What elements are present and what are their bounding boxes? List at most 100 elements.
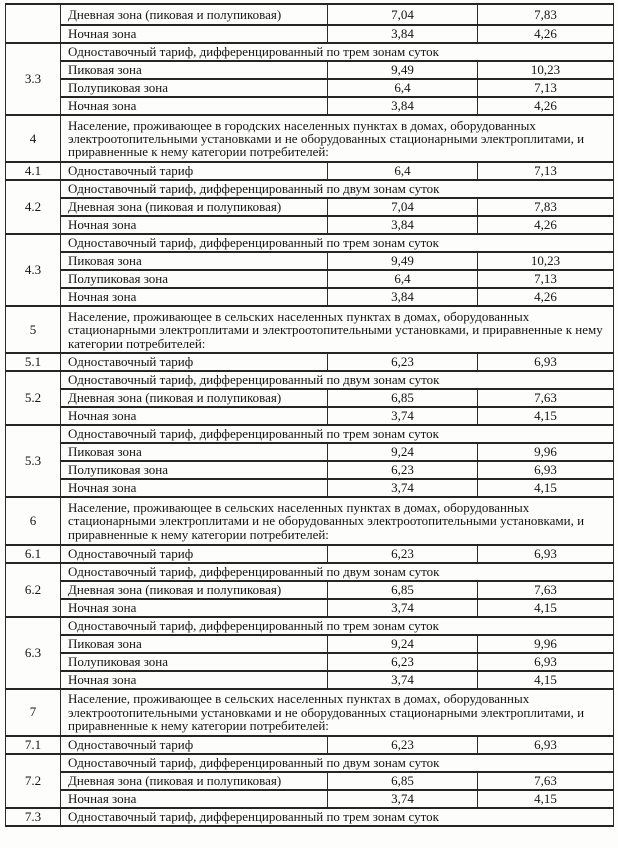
row-number-cell: 7 xyxy=(5,687,61,737)
table-row: 5.2 Одноставочный тариф, дифференцирован… xyxy=(5,370,614,427)
table-row: Полупиковая зона 6,23 6,93 xyxy=(6,651,614,672)
zone-label-cell: Пиковая зона xyxy=(60,60,328,80)
table-row: 4 Население, проживающее в городских нас… xyxy=(5,113,614,164)
row-number-cell: 4.3 xyxy=(5,233,61,308)
table-row: 7.3 Одноставочный тариф, дифференцирован… xyxy=(5,806,614,827)
tariff-value-cell: 6,85 xyxy=(327,770,478,791)
tariff-value-cell: 6,23 xyxy=(327,543,478,564)
table-row: 5.3 Одноставочный тариф, дифференцирован… xyxy=(5,424,614,499)
row-number-cell: 7.1 xyxy=(5,734,61,755)
tariff-value-cell: 3,84 xyxy=(327,287,478,308)
tariff-value-cell: 6,93 xyxy=(477,734,614,755)
tariff-value-cell: 4,26 xyxy=(477,96,614,116)
table-row: 7.2 Одноставочный тариф, дифференцирован… xyxy=(5,752,614,809)
zone-label-cell: Полупиковая зона xyxy=(60,460,328,481)
tariff-value-cell: 6,23 xyxy=(327,734,478,755)
row-number-cell: 6.1 xyxy=(5,543,61,564)
tariff-type-cell: Одноставочный тариф, дифференцированный … xyxy=(60,806,614,827)
zone-label-cell: Одноставочный тариф xyxy=(60,352,328,373)
row-number-cell: 7.2 xyxy=(5,752,61,809)
table-row: 5.1 Одноставочный тариф 6,23 6,93 xyxy=(5,352,614,373)
category-header-cell: Население, проживающее в сельских населе… xyxy=(60,496,614,546)
table-row: Ночная зона 3,84 4,26 xyxy=(6,215,614,236)
row-number-cell: 5 xyxy=(5,305,61,355)
row-number-cell: 3.3 xyxy=(5,42,61,116)
tariff-value-cell: 9,96 xyxy=(477,633,614,654)
zone-label-cell: Одноставочный тариф xyxy=(60,734,328,755)
zone-label-cell: Ночная зона xyxy=(60,406,328,427)
table-row: Полупиковая зона 6,23 6,93 xyxy=(6,460,614,481)
tariff-value-cell: 3,84 xyxy=(327,24,478,44)
tariff-value-cell: 4,15 xyxy=(477,597,614,618)
tariff-value-cell: 7,04 xyxy=(327,197,478,218)
table-row: Ночная зона 3,74 4,15 xyxy=(6,478,614,499)
row-number-cell: 5.1 xyxy=(5,352,61,373)
table-row: 4.1 Одноставочный тариф 6,4 7,13 xyxy=(5,161,614,182)
tariff-value-cell: 9,49 xyxy=(327,60,478,80)
tariff-value-cell: 10,23 xyxy=(477,251,614,272)
category-header-cell: Население, проживающее в сельских населе… xyxy=(60,687,614,737)
tariff-value-cell: 7,63 xyxy=(477,388,614,409)
zone-label-cell: Пиковая зона xyxy=(60,442,328,463)
category-header-cell: Население, проживающее в городских насел… xyxy=(60,113,614,164)
tariff-table: Дневная зона (пиковая и полупиковая) 7,0… xyxy=(5,3,614,827)
tariff-value-cell: 6,4 xyxy=(327,269,478,290)
table-row: Пиковая зона 9,24 9,96 xyxy=(6,633,614,654)
zone-label-cell: Ночная зона xyxy=(60,788,328,809)
table-row: Дневная зона (пиковая и полупиковая) 7,0… xyxy=(5,3,614,44)
row-number-cell: 6 xyxy=(5,496,61,546)
tariff-value-cell: 6,23 xyxy=(327,352,478,373)
tariff-value-cell: 9,49 xyxy=(327,251,478,272)
zone-label-cell: Одноставочный тариф xyxy=(60,161,328,182)
zone-label-cell: Дневная зона (пиковая и полупиковая) xyxy=(60,579,328,600)
table-row: 5 Население, проживающее в сельских насе… xyxy=(5,305,614,355)
row-number-cell: 4 xyxy=(5,113,61,164)
row-number-cell: 7.3 xyxy=(5,806,61,827)
row-number-cell: 6.3 xyxy=(5,615,61,690)
tariff-value-cell: 7,63 xyxy=(477,770,614,791)
zone-label-cell: Дневная зона (пиковая и полупиковая) xyxy=(60,3,328,26)
table-row: 7.1 Одноставочный тариф 6,23 6,93 xyxy=(5,734,614,755)
tariff-type-cell: Одноставочный тариф, дифференцированный … xyxy=(60,424,614,445)
table-row: 7 Население, проживающее в сельских насе… xyxy=(5,687,614,737)
zone-label-cell: Ночная зона xyxy=(60,24,328,44)
table-row: Ночная зона 3,84 4,26 xyxy=(6,287,614,308)
tariff-value-cell: 10,23 xyxy=(477,60,614,80)
tariff-value-cell: 3,74 xyxy=(327,478,478,499)
tariff-value-cell: 3,74 xyxy=(327,597,478,618)
tariff-value-cell: 3,74 xyxy=(327,788,478,809)
zone-label-cell: Ночная зона xyxy=(60,669,328,690)
tariff-value-cell: 7,13 xyxy=(477,78,614,98)
table-row: Пиковая зона 9,49 10,23 xyxy=(6,251,614,272)
zone-label-cell: Дневная зона (пиковая и полупиковая) xyxy=(60,197,328,218)
row-number-cell: 4.2 xyxy=(5,179,61,236)
table-row: 6.3 Одноставочный тариф, дифференцирован… xyxy=(5,615,614,690)
tariff-value-cell: 6,85 xyxy=(327,579,478,600)
zone-label-cell: Полупиковая зона xyxy=(60,269,328,290)
row-number-cell xyxy=(5,3,61,44)
tariff-value-cell: 7,63 xyxy=(477,579,614,600)
table-row: Полупиковая зона 6,4 7,13 xyxy=(6,78,614,98)
tariff-value-cell: 7,83 xyxy=(477,3,614,26)
zone-label-cell: Одноставочный тариф xyxy=(60,543,328,564)
tariff-value-cell: 9,96 xyxy=(477,442,614,463)
zone-label-cell: Ночная зона xyxy=(60,478,328,499)
tariff-value-cell: 6,85 xyxy=(327,388,478,409)
zone-label-cell: Дневная зона (пиковая и полупиковая) xyxy=(60,770,328,791)
table-row: Дневная зона (пиковая и полупиковая) 6,8… xyxy=(6,388,614,409)
tariff-type-cell: Одноставочный тариф, дифференцированный … xyxy=(60,233,614,254)
tariff-type-cell: Одноставочный тариф, дифференцированный … xyxy=(60,370,614,391)
tariff-value-cell: 4,15 xyxy=(477,406,614,427)
tariff-value-cell: 6,23 xyxy=(327,460,478,481)
zone-label-cell: Ночная зона xyxy=(60,96,328,116)
tariff-value-cell: 6,93 xyxy=(477,543,614,564)
tariff-type-cell: Одноставочный тариф, дифференцированный … xyxy=(60,561,614,582)
tariff-value-cell: 3,74 xyxy=(327,669,478,690)
table-row: Пиковая зона 9,24 9,96 xyxy=(6,442,614,463)
document-page: Дневная зона (пиковая и полупиковая) 7,0… xyxy=(5,3,614,827)
tariff-value-cell: 4,15 xyxy=(477,669,614,690)
tariff-type-cell: Одноставочный тариф, дифференцированный … xyxy=(60,179,614,200)
table-row: Ночная зона 3,74 4,15 xyxy=(6,597,614,618)
table-row: Ночная зона 3,74 4,15 xyxy=(6,669,614,690)
table-row: Дневная зона (пиковая и полупиковая) 6,8… xyxy=(6,579,614,600)
